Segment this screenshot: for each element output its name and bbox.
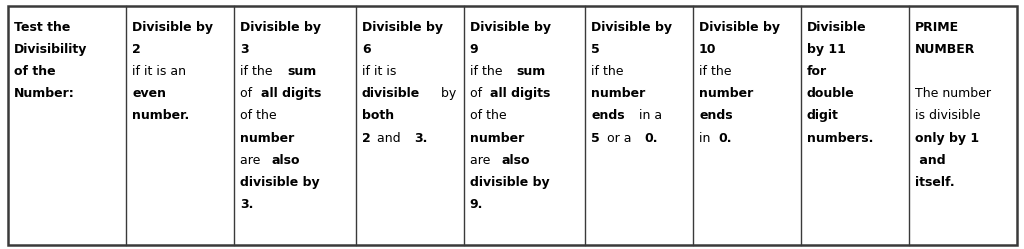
Text: digit: digit [807, 110, 839, 123]
Text: Test the: Test the [14, 21, 71, 34]
Text: itself.: itself. [914, 176, 954, 189]
Text: 3.: 3. [414, 132, 427, 145]
Text: or a: or a [602, 132, 635, 145]
Text: divisible by: divisible by [241, 176, 319, 189]
Text: by: by [437, 87, 457, 100]
Text: 9: 9 [470, 43, 478, 56]
Text: number.: number. [132, 110, 189, 123]
Text: 0.: 0. [719, 132, 732, 145]
Text: The number: The number [914, 87, 990, 100]
Text: 10: 10 [699, 43, 717, 56]
Text: for: for [807, 65, 827, 78]
Text: number: number [699, 87, 754, 100]
Text: in a: in a [635, 110, 662, 123]
Text: Divisible by: Divisible by [591, 21, 672, 34]
Text: if the: if the [470, 65, 506, 78]
Text: divisible by: divisible by [470, 176, 549, 189]
Text: also: also [271, 154, 300, 167]
Text: sum: sum [288, 65, 316, 78]
Text: PRIME: PRIME [914, 21, 958, 34]
Text: of: of [470, 87, 485, 100]
Text: divisible: divisible [361, 87, 420, 100]
Text: also: also [501, 154, 529, 167]
Text: sum: sum [517, 65, 546, 78]
Text: of: of [241, 87, 256, 100]
Text: of the: of the [14, 65, 56, 78]
Text: in: in [699, 132, 715, 145]
Text: 0.: 0. [644, 132, 658, 145]
Text: Number:: Number: [14, 87, 75, 100]
Text: 3: 3 [241, 43, 249, 56]
Text: Divisible by: Divisible by [241, 21, 322, 34]
Text: Divisible by: Divisible by [132, 21, 213, 34]
Text: Divisible by: Divisible by [699, 21, 780, 34]
Text: and: and [914, 154, 945, 167]
Text: 5: 5 [591, 43, 600, 56]
Text: if it is an: if it is an [132, 65, 186, 78]
Text: only by 1: only by 1 [914, 132, 979, 145]
Text: Divisible by: Divisible by [470, 21, 551, 34]
Text: all digits: all digits [490, 87, 551, 100]
Text: are: are [241, 154, 264, 167]
Text: Divisible: Divisible [807, 21, 866, 34]
Text: of the: of the [470, 110, 506, 123]
Text: ends: ends [591, 110, 625, 123]
Text: number: number [241, 132, 295, 145]
Text: 9.: 9. [470, 198, 483, 211]
Text: Divisibility: Divisibility [14, 43, 88, 56]
Text: if the: if the [591, 65, 624, 78]
Text: 2: 2 [361, 132, 371, 145]
Text: if the: if the [241, 65, 276, 78]
Text: of the: of the [241, 110, 276, 123]
Text: are: are [470, 154, 494, 167]
Text: and: and [373, 132, 404, 145]
Text: is divisible: is divisible [914, 110, 980, 123]
Text: if the: if the [699, 65, 731, 78]
Text: number: number [470, 132, 524, 145]
Text: 6: 6 [361, 43, 371, 56]
Text: NUMBER: NUMBER [914, 43, 975, 56]
Text: 5: 5 [591, 132, 600, 145]
Text: both: both [361, 110, 394, 123]
Text: 3.: 3. [241, 198, 254, 211]
Text: number: number [591, 87, 645, 100]
Text: 2: 2 [132, 43, 141, 56]
Text: even: even [132, 87, 167, 100]
Text: numbers.: numbers. [807, 132, 873, 145]
Text: Divisible by: Divisible by [361, 21, 442, 34]
Text: by 11: by 11 [807, 43, 846, 56]
Text: ends: ends [699, 110, 732, 123]
Text: all digits: all digits [261, 87, 322, 100]
Text: double: double [807, 87, 855, 100]
Text: if it is: if it is [361, 65, 396, 78]
